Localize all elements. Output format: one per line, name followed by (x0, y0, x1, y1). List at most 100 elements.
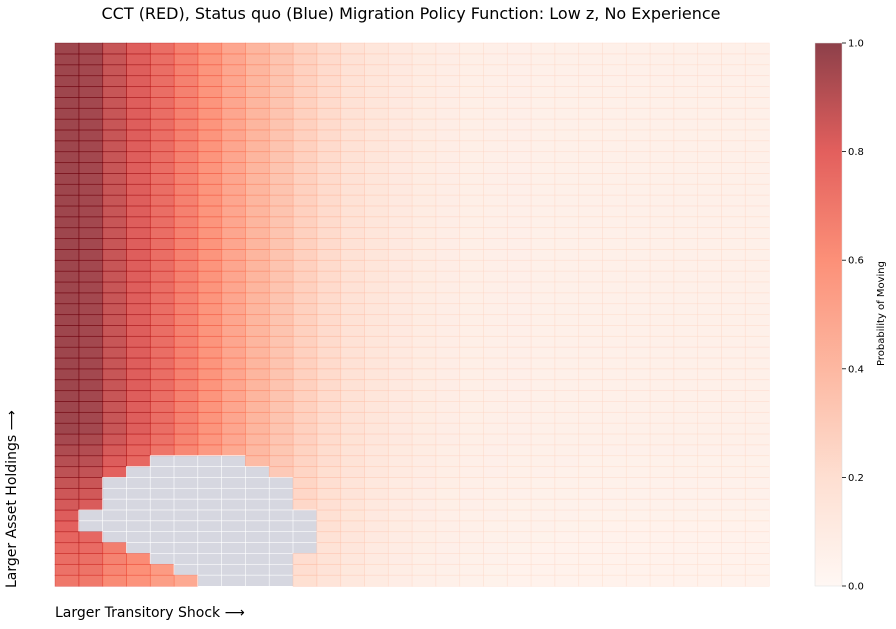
heatmap-cell (387, 238, 413, 250)
heatmap-cell (530, 270, 556, 283)
heatmap-cell (340, 151, 366, 164)
heatmap-cell (268, 303, 294, 316)
heatmap-cell (102, 162, 127, 174)
heatmap-cell (673, 466, 699, 479)
heatmap-cell (197, 238, 223, 250)
heatmap-cell (673, 455, 699, 468)
heatmap-cell (530, 53, 556, 66)
heatmap-cell (625, 563, 651, 576)
heatmap-cell (625, 553, 651, 565)
heatmap-cell (102, 487, 127, 500)
heatmap-cell (340, 498, 366, 511)
heatmap-cell (292, 303, 318, 316)
heatmap-cell (292, 325, 318, 337)
heatmap-cell (54, 64, 80, 77)
heatmap-cell (54, 574, 80, 587)
heatmap-cell (554, 75, 580, 88)
heatmap-cell (387, 466, 413, 479)
heatmap-cell (554, 173, 580, 185)
heatmap-cell (483, 498, 508, 511)
heatmap-cell (149, 42, 175, 55)
colorbar-tick-label: 0.8 (848, 147, 864, 158)
heatmap-cell (173, 401, 199, 413)
heatmap-cell (697, 422, 722, 435)
heatmap-cell (483, 259, 508, 272)
heatmap-cell (697, 42, 722, 55)
heatmap-cell (245, 487, 270, 500)
heatmap-cell (78, 249, 104, 261)
heatmap-cell (340, 227, 366, 240)
heatmap-cell (292, 249, 318, 261)
heatmap-cell (744, 314, 770, 326)
heatmap-cell (530, 42, 556, 55)
heatmap-cell (530, 553, 556, 565)
heatmap-cell (697, 487, 722, 500)
heatmap-cell (506, 151, 532, 164)
heatmap-cell (54, 542, 80, 555)
heatmap-cell (649, 379, 675, 392)
heatmap-cell (268, 487, 294, 500)
heatmap-cell (673, 151, 699, 164)
heatmap-cell (459, 466, 485, 479)
heatmap-cell (483, 487, 508, 500)
heatmap-cell (221, 444, 247, 457)
heatmap-cell (697, 563, 722, 576)
heatmap-cell (554, 64, 580, 77)
heatmap-cell (316, 64, 342, 77)
heatmap-cell (411, 401, 437, 413)
heatmap-cell (673, 487, 699, 500)
heatmap-cell (506, 422, 532, 435)
heatmap-cell (197, 466, 223, 479)
heatmap-cell (411, 357, 437, 370)
heatmap-cell (126, 194, 151, 207)
heatmap-cell (506, 401, 532, 413)
heatmap-cell (697, 553, 722, 565)
heatmap-cell (411, 292, 437, 305)
heatmap-cell (435, 553, 461, 565)
heatmap-cell (221, 542, 247, 555)
heatmap-cell (435, 194, 461, 207)
heatmap-cell (364, 553, 389, 565)
heatmap-cell (673, 53, 699, 66)
heatmap-cell (673, 346, 699, 359)
heatmap-cell (673, 259, 699, 272)
heatmap-cell (625, 205, 651, 218)
heatmap-cell (554, 238, 580, 250)
heatmap-cell (316, 270, 342, 283)
heatmap-cell (721, 216, 746, 229)
heatmap-cell (78, 194, 104, 207)
heatmap-cell (292, 292, 318, 305)
heatmap-cell (625, 183, 651, 196)
heatmap-cell (721, 151, 746, 164)
heatmap-cell (78, 531, 104, 544)
heatmap-cell (102, 368, 127, 381)
heatmap-cell (649, 86, 675, 98)
heatmap-cell (578, 509, 603, 522)
heatmap-cell (149, 194, 175, 207)
heatmap-cell (245, 118, 270, 131)
heatmap-cell (102, 411, 127, 424)
heatmap-cell (554, 563, 580, 576)
heatmap-cell (411, 444, 437, 457)
heatmap-cell (744, 574, 770, 587)
heatmap-cell (292, 75, 318, 88)
heatmap-cell (268, 173, 294, 185)
heatmap-cell (245, 140, 270, 153)
heatmap-cell (102, 42, 127, 55)
heatmap-cell (126, 553, 151, 565)
heatmap-cell (673, 520, 699, 533)
heatmap-cell (221, 259, 247, 272)
heatmap-cell (483, 335, 508, 348)
heatmap-cell (292, 173, 318, 185)
heatmap-cell (173, 531, 199, 544)
heatmap-cell (173, 433, 199, 446)
heatmap-cell (649, 509, 675, 522)
heatmap-cell (625, 357, 651, 370)
heatmap-cell (744, 487, 770, 500)
heatmap-cell (78, 151, 104, 164)
heatmap-cell (149, 563, 175, 576)
heatmap-cell (387, 227, 413, 240)
heatmap-cell (506, 553, 532, 565)
heatmap-cell (102, 531, 127, 544)
heatmap-cell (649, 401, 675, 413)
